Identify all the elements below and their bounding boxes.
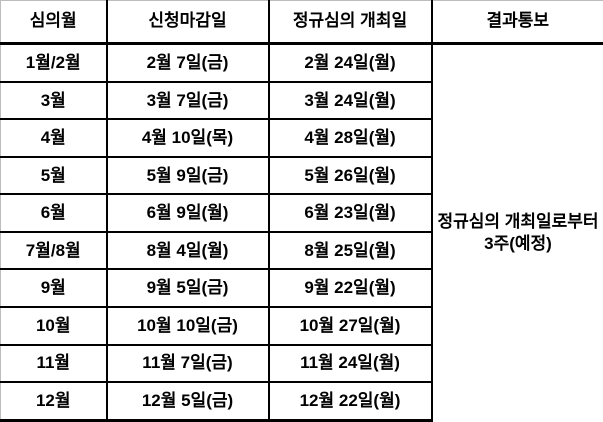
cell-application-deadline: 2월 7일(금) <box>105 42 270 83</box>
cell-review-month: 10월 <box>0 306 108 346</box>
cell-regular-review-date: 2월 24일(월) <box>267 42 433 83</box>
result-notification-line1: 정규심의 개최일로부터 <box>437 211 599 231</box>
cell-regular-review-date: 5월 26일(월) <box>267 155 433 196</box>
table-row: 10월 10월 10일(금) 10월 27일(월) <box>0 306 603 346</box>
cell-regular-review-date: 10월 27일(월) <box>267 306 433 346</box>
table-row: 3월 3월 7일(금) 3월 24일(월) <box>0 80 603 121</box>
table-row: 4월 4월 10일(목) 4월 28일(월) <box>0 118 603 158</box>
cell-regular-review-date: 12월 22일(월) <box>267 381 433 422</box>
cell-result-notification: 정규심의 개최일로부터 3주(예정) <box>430 42 603 421</box>
cell-regular-review-date: 8월 25일(월) <box>267 230 433 271</box>
cell-review-month: 3월 <box>0 80 108 121</box>
cell-regular-review-date: 6월 23일(월) <box>267 193 433 233</box>
table-row: 12월 12월 5일(금) 12월 22일(월) <box>0 381 603 422</box>
header-review-month: 심의월 <box>0 0 107 45</box>
table-body: 1월/2월 2월 7일(금) 2월 24일(월) 정규심의 개최일로부터 3주(예정) 3… <box>0 42 603 422</box>
cell-application-deadline: 5월 9일(금) <box>105 155 270 196</box>
cell-review-month: 5월 <box>0 155 108 196</box>
cell-review-month: 7월/8월 <box>0 230 108 271</box>
cell-regular-review-date: 3월 24일(월) <box>267 80 433 121</box>
cell-application-deadline: 10월 10일(금) <box>105 306 270 346</box>
cell-application-deadline: 8월 4일(월) <box>105 230 270 271</box>
table-row: 6월 6월 9일(월) 6월 23일(월) <box>0 193 603 233</box>
cell-regular-review-date: 4월 28일(월) <box>267 118 433 158</box>
table-row: 9월 9월 5일(금) 9월 22일(월) <box>0 268 603 308</box>
cell-application-deadline: 11월 7일(금) <box>105 343 270 384</box>
cell-application-deadline: 9월 5일(금) <box>105 268 270 308</box>
header-row: 심의월 신청마감일 정규심의 개최일 결과통보 <box>0 0 603 45</box>
cell-application-deadline: 3월 7일(금) <box>105 80 270 121</box>
header-result-notification: 결과통보 <box>430 0 603 45</box>
cell-regular-review-date: 11월 24일(월) <box>267 343 433 384</box>
cell-application-deadline: 12월 5일(금) <box>105 381 270 422</box>
cell-review-month: 4월 <box>0 118 108 158</box>
cell-review-month: 9월 <box>0 268 108 308</box>
header-regular-review-date: 정규심의 개최일 <box>267 0 432 45</box>
table-row: 5월 5월 9일(금) 5월 26일(월) <box>0 155 603 196</box>
cell-application-deadline: 4월 10일(목) <box>105 118 270 158</box>
header-application-deadline: 신청마감일 <box>105 0 269 45</box>
cell-review-month: 12월 <box>0 381 108 422</box>
result-notification-line2: 3주(예정) <box>484 233 552 253</box>
table-row: 1월/2월 2월 7일(금) 2월 24일(월) 정규심의 개최일로부터 3주(예정) <box>0 42 603 421</box>
table-row: 7월/8월 8월 4일(월) 8월 25일(월) <box>0 230 603 271</box>
cell-review-month: 1월/2월 <box>0 42 108 83</box>
cell-application-deadline: 6월 9일(월) <box>105 193 270 233</box>
cell-review-month: 6월 <box>0 193 108 233</box>
table-row: 11월 11월 7일(금) 11월 24일(월) <box>0 343 603 384</box>
cell-regular-review-date: 9월 22일(월) <box>267 268 433 308</box>
cell-review-month: 11월 <box>0 343 108 384</box>
